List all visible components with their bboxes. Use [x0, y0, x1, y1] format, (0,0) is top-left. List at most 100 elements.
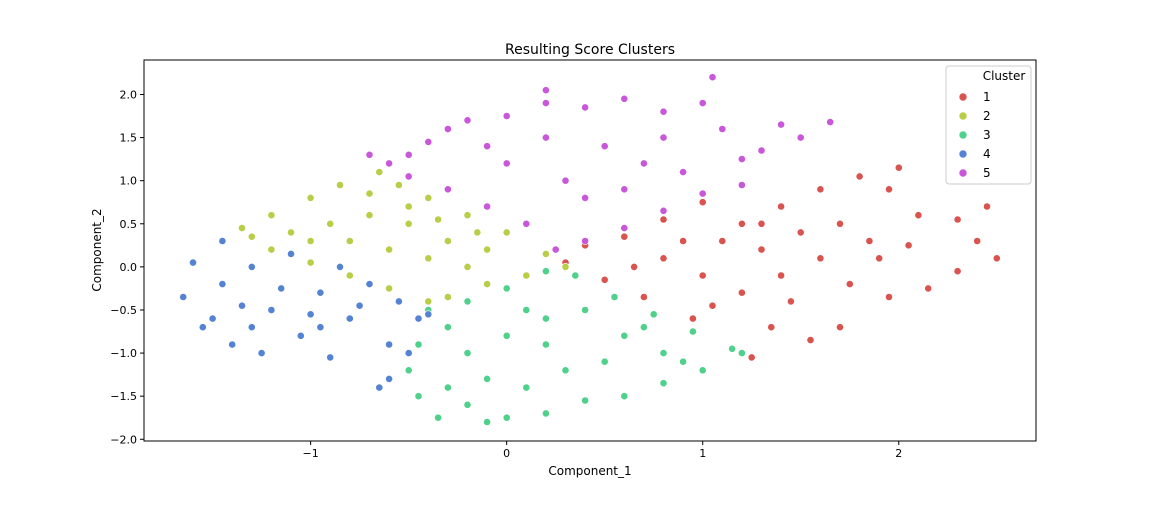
data-point — [630, 262, 638, 271]
data-point — [345, 271, 354, 280]
data-point — [306, 193, 315, 202]
data-point — [394, 181, 403, 189]
data-point — [247, 232, 256, 241]
data-point — [542, 314, 550, 323]
data-point — [659, 107, 668, 116]
data-point — [551, 245, 560, 254]
series-3 — [404, 267, 746, 426]
data-point — [424, 254, 433, 263]
data-point — [463, 297, 472, 306]
data-point — [542, 99, 550, 107]
data-point — [424, 137, 433, 146]
series-2 — [238, 168, 570, 306]
data-point — [326, 219, 335, 228]
data-point — [483, 418, 491, 426]
data-point — [620, 392, 629, 401]
y-tick-label: −0.5 — [110, 304, 137, 317]
legend: Cluster 1 2 3 4 5 — [945, 65, 1032, 185]
data-point — [443, 185, 452, 194]
data-point — [620, 224, 629, 232]
data-point — [404, 150, 413, 159]
data-point — [836, 219, 844, 228]
data-point — [826, 118, 835, 126]
data-point — [522, 306, 531, 314]
data-point — [679, 237, 687, 245]
data-point — [522, 383, 531, 392]
data-point — [953, 215, 962, 224]
data-point — [924, 284, 933, 293]
data-point — [738, 288, 746, 297]
data-point — [875, 254, 884, 263]
data-point — [345, 237, 354, 245]
data-point — [375, 168, 384, 176]
data-point — [316, 323, 325, 332]
y-tick-label: −1.5 — [110, 390, 137, 403]
y-tick-label: 0.5 — [120, 218, 138, 231]
data-point — [796, 228, 805, 237]
data-point — [336, 262, 344, 271]
legend-label: 5 — [983, 166, 991, 180]
x-axis-label: Component_1 — [548, 464, 631, 478]
data-point — [228, 340, 237, 349]
data-point — [845, 280, 854, 288]
data-point — [542, 86, 550, 95]
data-point — [385, 245, 393, 254]
data-point — [659, 215, 668, 224]
data-point — [483, 142, 491, 151]
data-point — [953, 267, 962, 276]
data-point — [277, 284, 286, 293]
x-axis: −1 0 1 2 — [303, 441, 902, 460]
data-point — [198, 323, 207, 332]
data-point — [571, 271, 580, 280]
legend-marker — [958, 92, 968, 102]
data-point — [247, 323, 256, 332]
data-point — [443, 293, 452, 301]
data-point — [600, 142, 609, 151]
data-point — [620, 232, 629, 241]
data-point — [365, 211, 374, 220]
data-point — [620, 331, 629, 340]
data-point — [561, 176, 570, 185]
data-point — [894, 163, 903, 172]
data-point — [561, 366, 570, 375]
data-point — [777, 120, 785, 129]
data-point — [404, 172, 413, 181]
data-point — [649, 310, 658, 319]
data-point — [698, 99, 707, 107]
data-point — [542, 267, 550, 276]
y-tick-label: −2.0 — [110, 433, 137, 446]
data-point — [738, 181, 746, 189]
data-point — [904, 241, 913, 250]
data-point — [502, 159, 511, 168]
data-point — [502, 331, 511, 340]
data-point — [581, 193, 589, 202]
data-point — [610, 293, 619, 301]
data-point — [443, 125, 452, 133]
data-point — [414, 340, 423, 349]
data-point — [640, 293, 648, 301]
series-1 — [561, 163, 1001, 362]
series-5 — [365, 73, 835, 254]
data-point — [542, 249, 550, 258]
data-point — [522, 219, 531, 228]
y-tick-label: 2.0 — [120, 88, 138, 101]
data-point — [473, 228, 482, 237]
data-point — [885, 293, 893, 301]
data-point — [806, 336, 815, 344]
data-point — [424, 193, 433, 202]
data-point — [287, 228, 295, 237]
data-point — [581, 396, 589, 405]
legend-label: 2 — [983, 109, 991, 123]
data-point — [542, 133, 550, 142]
data-point — [914, 211, 923, 220]
data-point — [463, 262, 472, 271]
data-point — [443, 237, 452, 245]
data-point — [581, 237, 589, 245]
data-point — [326, 353, 335, 362]
data-point — [718, 125, 727, 133]
data-point — [640, 159, 648, 168]
data-point — [777, 202, 785, 211]
data-point — [443, 323, 452, 332]
data-point — [463, 400, 472, 409]
